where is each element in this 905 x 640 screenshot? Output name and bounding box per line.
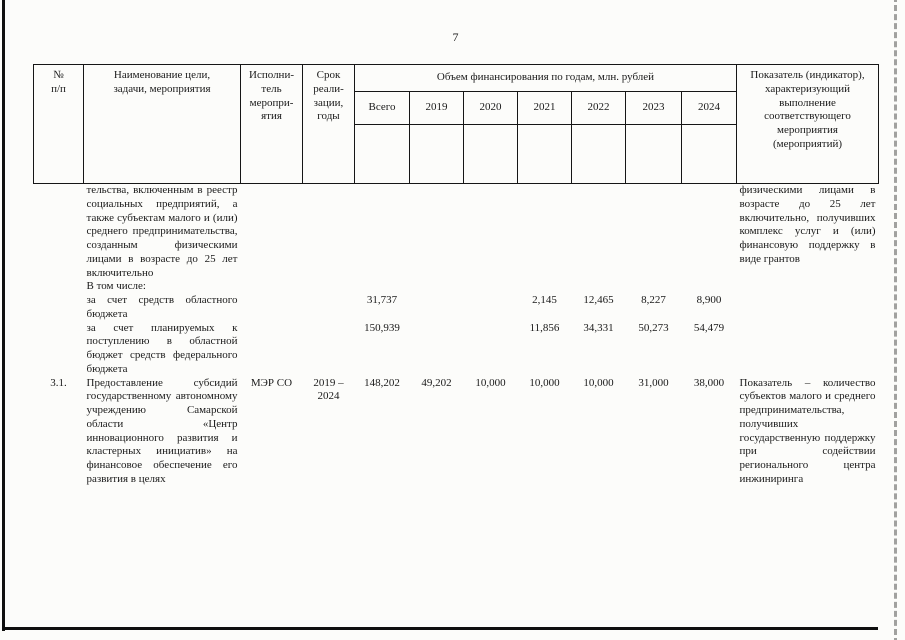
cell-2024: 38,000 — [693, 376, 725, 389]
cell-total: 148,202 — [364, 376, 400, 389]
header-cell-year-2023: 2023 — [625, 91, 682, 125]
cell-including-label: В том числе: — [86, 280, 146, 293]
cell-2022: 12,465 — [583, 294, 614, 306]
cell-empty — [464, 322, 518, 377]
header-cell-term: Срок реали- зации, годы — [302, 64, 355, 184]
table-header-row-3 — [34, 124, 879, 184]
cell-total: 31,737 — [366, 294, 398, 306]
table-header-row-2: Всего 2019 2020 2021 2022 2023 2024 — [34, 91, 879, 125]
cell-empty — [464, 294, 518, 322]
cell-empty — [737, 294, 879, 322]
header-cell-year-2020: 2020 — [463, 91, 518, 125]
cell-2022: 10,000 — [583, 376, 614, 389]
header-cell-year-total: Всего — [354, 91, 410, 125]
table-row-regional-budget: за счет средств областного бюджета 31,73… — [34, 294, 879, 322]
table-body: тельства, включенным в реестр социальных… — [34, 184, 879, 487]
scan-artifact-left-edge — [2, 0, 5, 631]
page-number: 7 — [452, 30, 459, 44]
header-cell-financing: Объем финансирования по годам, млн. рубл… — [354, 64, 737, 92]
cell-2023: 50,273 — [638, 321, 669, 334]
cell-2021: 10,000 — [529, 376, 560, 389]
cell-empty — [34, 184, 84, 281]
cell-empty — [241, 184, 737, 281]
cell-2019: 49,202 — [421, 376, 452, 389]
cell-empty — [410, 322, 464, 377]
cell-total: 150,939 — [364, 321, 400, 334]
header-cell-indicator: Показатель (индикатор), характеризующий … — [736, 64, 879, 184]
scan-artifact-right-edge — [894, 0, 897, 640]
cell-measure-text: Предоставление субсидий государственному… — [86, 376, 238, 485]
table-row-federal-budget: за счет планируемых к поступлению в обла… — [34, 322, 879, 377]
cell-row-number: 3.1. — [50, 376, 67, 389]
cell-2023: 31,000 — [638, 376, 669, 389]
header-cell-year-2021: 2021 — [517, 91, 572, 125]
financing-table: № п/п Наименование цели, задачи, меропри… — [33, 64, 879, 487]
cell-executor: МЭР СО — [250, 376, 293, 389]
cell-empty — [737, 322, 879, 377]
cell-empty — [241, 322, 303, 377]
cell-empty — [34, 280, 84, 294]
header-cell-year-2019: 2019 — [409, 91, 464, 125]
header-spacer-cell — [517, 124, 572, 184]
cell-empty — [410, 294, 464, 322]
table-row-3-1: 3.1. Предоставление субсидий государстве… — [34, 377, 879, 487]
cell-empty — [303, 322, 355, 377]
header-cell-year-2024: 2024 — [681, 91, 737, 125]
header-spacer-cell — [681, 124, 737, 184]
cell-term: 2019 – 2024 — [313, 376, 344, 403]
cell-2022: 34,331 — [583, 321, 614, 334]
cell-measure-text: за счет средств областного бюджета — [86, 294, 238, 320]
header-cell-name: Наименование цели, задачи, мероприятия — [83, 64, 241, 184]
cell-2024: 54,479 — [693, 321, 725, 334]
header-spacer-cell — [463, 124, 518, 184]
header-spacer-cell — [625, 124, 682, 184]
cell-2024: 8,900 — [696, 294, 722, 306]
header-spacer-cell — [409, 124, 464, 184]
header-cell-num: № п/п — [33, 64, 84, 184]
cell-indicator-text: Показатель – количество субъектов малого… — [739, 376, 876, 485]
cell-2023: 8,227 — [641, 294, 666, 306]
header-cell-executor: Исполни- тель меропри- ятия — [240, 64, 303, 184]
header-spacer-cell — [571, 124, 626, 184]
cell-empty — [303, 294, 355, 322]
cell-empty — [241, 294, 303, 322]
header-cell-year-2022: 2022 — [571, 91, 626, 125]
scan-artifact-bottom-edge — [2, 627, 878, 630]
table-header: № п/п Наименование цели, задачи, меропри… — [33, 64, 879, 184]
table-row-subheading: В том числе: — [34, 280, 879, 294]
table-row-continuation: тельства, включенным в реестр социальных… — [34, 184, 879, 281]
cell-2021: 11,856 — [529, 321, 560, 334]
cell-measure-text: тельства, включенным в реестр социальных… — [86, 184, 238, 279]
header-spacer-cell — [354, 124, 410, 184]
cell-2020: 10,000 — [475, 376, 506, 389]
cell-empty — [34, 322, 84, 377]
cell-indicator-text: физическими лицами в возрасте до 25 лет … — [739, 184, 876, 265]
cell-empty — [241, 280, 879, 294]
table-header-row-1: № п/п Наименование цели, задачи, меропри… — [33, 64, 879, 184]
cell-2021: 2,145 — [532, 294, 557, 306]
cell-measure-text: за счет планируемых к поступлению в обла… — [86, 321, 238, 375]
cell-empty — [34, 294, 84, 322]
